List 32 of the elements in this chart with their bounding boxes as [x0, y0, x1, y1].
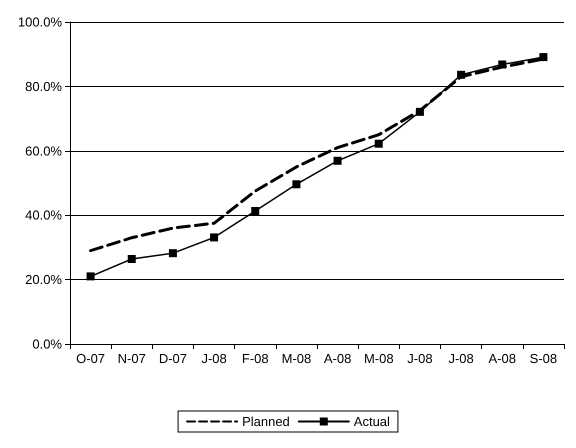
- x-tick-label: J-08: [448, 351, 474, 366]
- y-tick-label: 20.0%: [25, 272, 62, 288]
- y-tick-label: 0.0%: [32, 336, 62, 352]
- point: [539, 53, 548, 62]
- point: [128, 254, 136, 263]
- x-tick-label: A-08: [488, 351, 516, 366]
- y-tick-label: 80.0%: [25, 78, 62, 94]
- point: [416, 108, 424, 116]
- legend-label: Actual: [354, 414, 390, 429]
- point: [86, 272, 95, 280]
- x-tick-label: M-08: [282, 351, 312, 366]
- x-tick-label: A-08: [324, 351, 352, 366]
- x-tick-label: M-08: [364, 351, 394, 366]
- x-tick-label: S-08: [530, 351, 558, 366]
- x-tick-label: N-07: [118, 351, 146, 366]
- point: [334, 156, 342, 165]
- x-tick-label: F-08: [242, 351, 269, 366]
- y-tick-label: 60.0%: [25, 143, 62, 158]
- y-tick-label: 100.0%: [18, 14, 62, 30]
- point: [168, 249, 177, 258]
- point: [210, 233, 218, 242]
- x-tick-label: J-08: [407, 351, 433, 366]
- x-tick-label: J-08: [201, 351, 227, 366]
- x-tick-label: D-07: [158, 351, 188, 366]
- legend-label: Planned: [242, 414, 290, 429]
- point: [498, 60, 506, 69]
- point: [374, 140, 383, 148]
- point: [251, 207, 260, 216]
- point: [292, 180, 300, 188]
- x-tick-label: O-07: [76, 351, 106, 366]
- y-tick-label: 40.0%: [25, 208, 62, 223]
- point: [457, 70, 466, 79]
